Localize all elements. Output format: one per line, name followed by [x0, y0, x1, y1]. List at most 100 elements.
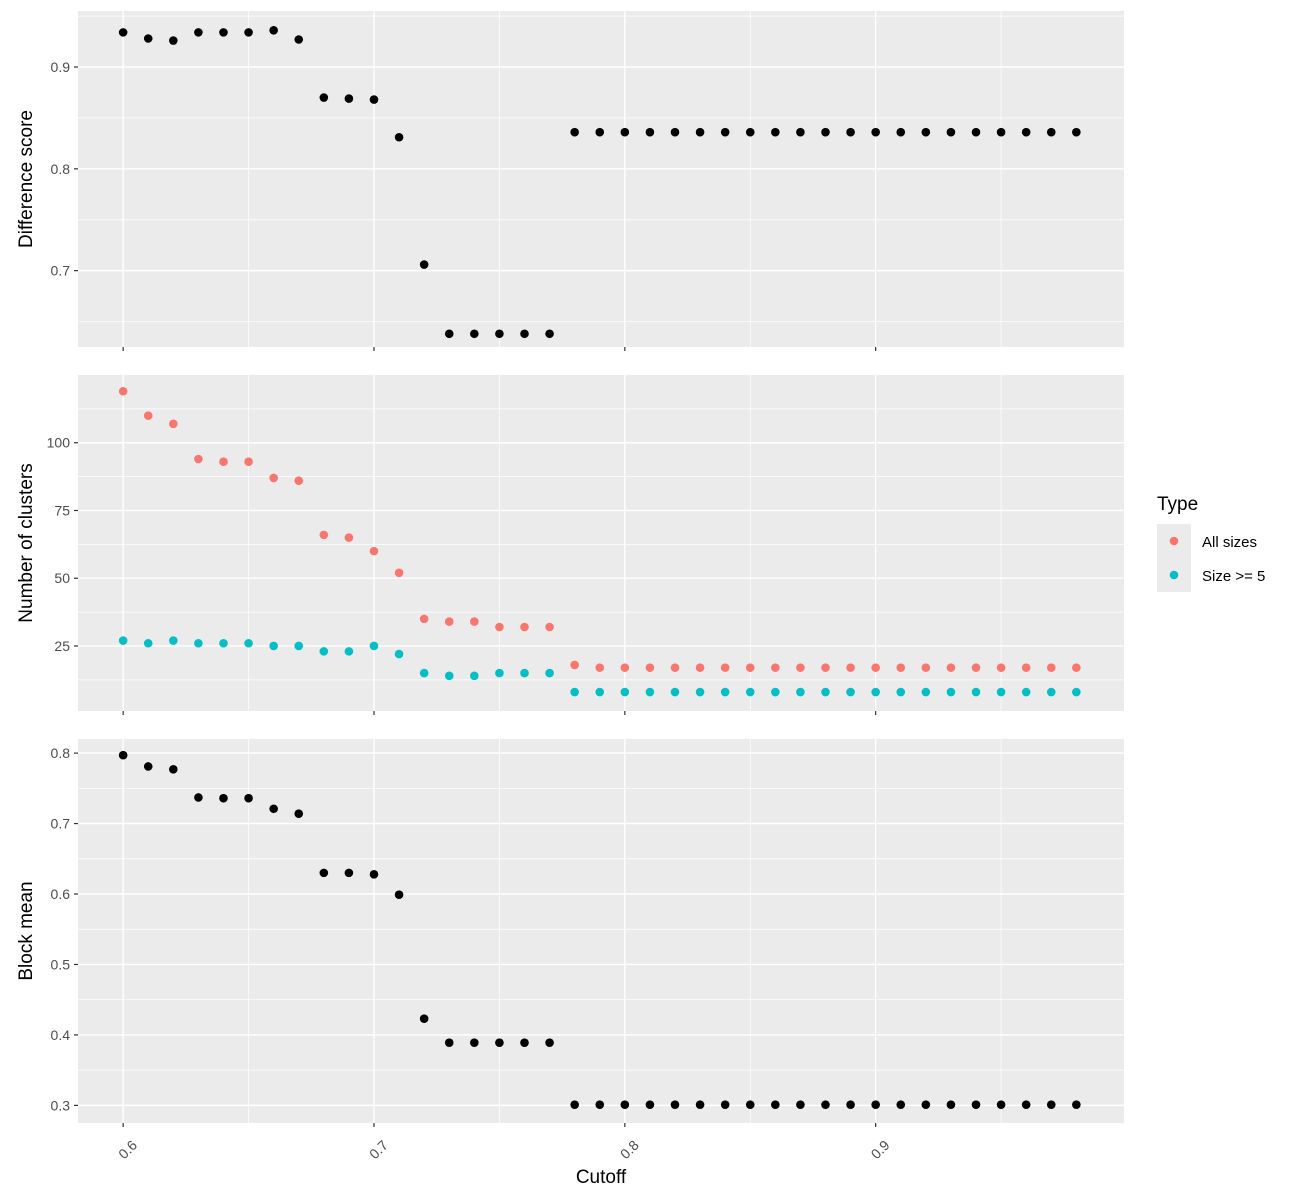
- point: [821, 1100, 830, 1109]
- point-series-1: [520, 622, 529, 632]
- panel-background: [78, 375, 1124, 711]
- point-series-2: [118, 636, 128, 645]
- point-series-1: [971, 663, 981, 672]
- point-series-1: [369, 546, 379, 556]
- point-series-1: [871, 663, 880, 672]
- point: [796, 1100, 805, 1109]
- y-tick-label: 0.3: [51, 1097, 71, 1113]
- y-tick-label: 0.8: [51, 745, 71, 761]
- y-tick-label: 50: [54, 570, 70, 586]
- point: [495, 1038, 504, 1047]
- legend-key-size-ge-5: [1169, 570, 1179, 580]
- panel-background: [78, 11, 1124, 347]
- point: [1021, 1100, 1031, 1109]
- point-series-2: [1072, 687, 1081, 697]
- point-series-2: [194, 638, 203, 648]
- point-series-2: [570, 687, 579, 697]
- point: [896, 1100, 906, 1109]
- point-series-2: [595, 687, 605, 697]
- y-tick-label: 0.5: [51, 956, 71, 972]
- point: [1046, 127, 1056, 137]
- point: [394, 890, 404, 900]
- point: [921, 1100, 931, 1109]
- point: [495, 329, 504, 339]
- point-series-1: [620, 663, 630, 672]
- y-tick-label: 0.6: [51, 886, 71, 902]
- point: [470, 1038, 479, 1047]
- point: [419, 1014, 429, 1024]
- y-tick-label: 75: [54, 502, 70, 518]
- point-series-2: [319, 647, 329, 656]
- point-series-1: [1072, 663, 1081, 672]
- point-series-2: [1021, 687, 1031, 697]
- point: [394, 132, 404, 142]
- point: [319, 868, 329, 878]
- point-series-2: [394, 649, 404, 659]
- point: [871, 127, 880, 137]
- point: [244, 28, 253, 37]
- point-series-2: [896, 687, 906, 697]
- point: [219, 28, 228, 37]
- point: [946, 127, 956, 137]
- point-series-1: [419, 614, 429, 624]
- point-series-1: [394, 568, 404, 578]
- point-series-1: [495, 622, 504, 632]
- point: [520, 1038, 529, 1047]
- point-series-1: [219, 457, 228, 467]
- point-series-1: [996, 663, 1006, 672]
- point-series-1: [143, 411, 153, 420]
- point-series-2: [846, 687, 855, 697]
- point-series-2: [971, 687, 981, 697]
- point-series-2: [470, 671, 479, 681]
- point: [996, 1100, 1006, 1109]
- point: [896, 127, 906, 137]
- y-axis-title: Number of clusters: [16, 463, 37, 622]
- point-series-1: [244, 457, 253, 467]
- point: [796, 127, 805, 137]
- point-series-1: [896, 663, 906, 672]
- point-series-2: [419, 668, 429, 678]
- point: [169, 36, 178, 45]
- point: [219, 793, 228, 803]
- y-tick-label: 25: [54, 638, 70, 654]
- point-series-2: [545, 668, 554, 678]
- point: [645, 127, 655, 137]
- point: [520, 329, 529, 339]
- point-series-2: [996, 687, 1006, 697]
- point: [946, 1100, 956, 1109]
- point-series-2: [169, 636, 178, 645]
- point: [570, 1100, 579, 1109]
- point-series-1: [470, 617, 479, 626]
- point-series-2: [921, 687, 931, 697]
- facet-panel-1: 0.7 0.8 0.9 Difference score: [16, 11, 1124, 351]
- point: [1072, 1100, 1081, 1109]
- legend-label-size-ge-5: Size >= 5: [1202, 568, 1265, 585]
- point-series-1: [294, 476, 304, 485]
- point-series-1: [118, 386, 128, 396]
- point: [319, 93, 329, 102]
- y-tick-label: 100: [47, 435, 71, 451]
- point: [244, 793, 253, 803]
- point: [143, 34, 153, 43]
- y-tick-label: 0.7: [51, 816, 71, 832]
- legend-label-all-sizes: All sizes: [1202, 534, 1257, 551]
- point-series-2: [344, 647, 354, 656]
- facet-panel-3: 0.3 0.4 0.5 0.6 0.7 0.8 Block mean 0.6 0.7 0.8 0.9: [16, 739, 1124, 1162]
- point-series-2: [444, 671, 454, 681]
- point: [846, 127, 855, 137]
- point-series-2: [143, 638, 153, 648]
- y-tick-label: 0.7: [51, 263, 71, 279]
- point-series-2: [244, 638, 253, 648]
- point-series-2: [269, 641, 278, 651]
- point-series-1: [796, 663, 805, 672]
- point: [369, 869, 379, 879]
- point-series-2: [821, 687, 830, 697]
- point-series-1: [570, 660, 579, 670]
- point-series-1: [771, 663, 780, 672]
- point-series-2: [720, 687, 730, 697]
- point: [444, 1038, 454, 1047]
- point: [1072, 127, 1081, 137]
- point: [745, 127, 755, 137]
- point: [771, 1100, 780, 1109]
